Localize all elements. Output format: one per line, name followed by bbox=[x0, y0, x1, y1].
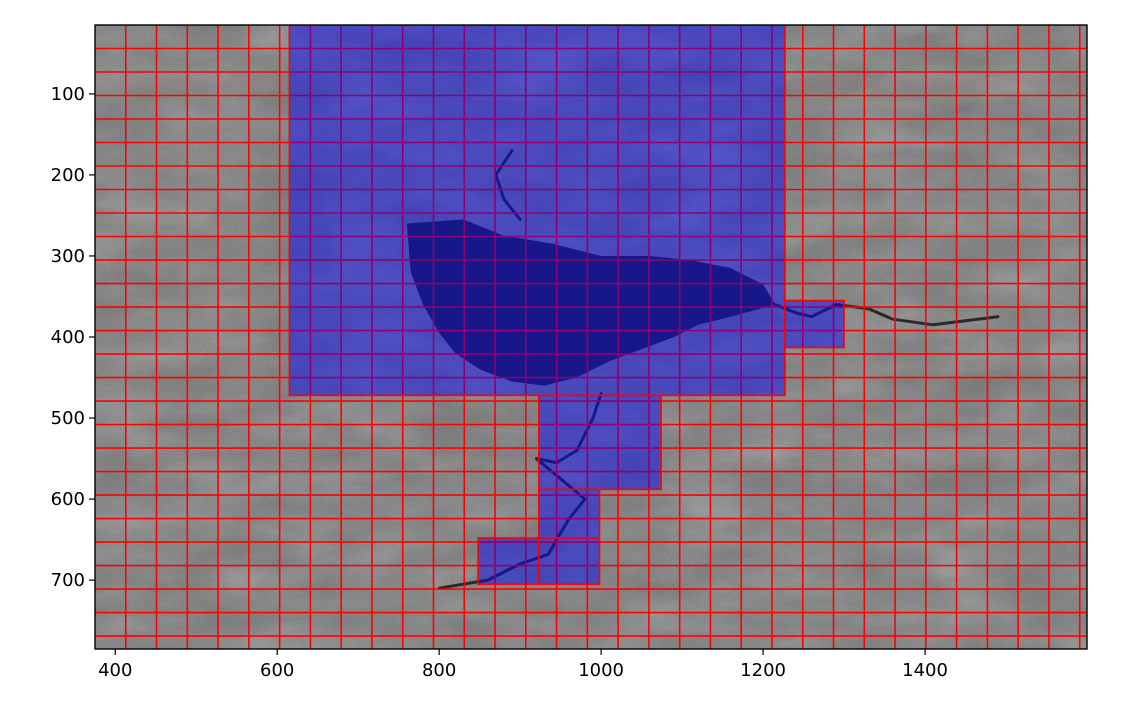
river-upper bbox=[494, 149, 522, 221]
plot-area bbox=[95, 25, 1087, 649]
highlighted-region bbox=[288, 25, 786, 397]
highlighted-region bbox=[477, 537, 540, 585]
river-east bbox=[773, 303, 1000, 327]
x-tick-label: 1200 bbox=[740, 660, 786, 681]
y-tick-label: 400 bbox=[51, 327, 85, 348]
highlighted-region bbox=[784, 299, 845, 349]
tile-grid bbox=[95, 25, 1087, 649]
y-tick-label: 100 bbox=[51, 84, 85, 105]
highlighted-region bbox=[537, 488, 601, 539]
highlighted-region bbox=[537, 537, 601, 585]
y-tick-label: 200 bbox=[51, 165, 85, 186]
river-south bbox=[437, 392, 603, 590]
y-tick-label: 600 bbox=[51, 489, 85, 510]
x-tick-label: 800 bbox=[422, 660, 456, 681]
x-tick-label: 400 bbox=[98, 660, 132, 681]
y-axis: 100 200 300 400 500 600 700 bbox=[51, 84, 95, 591]
y-tick-label: 500 bbox=[51, 408, 85, 429]
reservoir bbox=[406, 219, 776, 386]
y-tick-label: 300 bbox=[51, 246, 85, 267]
y-tick-label: 700 bbox=[51, 570, 85, 591]
highlighted-regions bbox=[288, 25, 845, 585]
x-tick-label: 600 bbox=[260, 660, 294, 681]
x-tick-label: 1000 bbox=[578, 660, 624, 681]
highlighted-region bbox=[537, 394, 662, 491]
water-body bbox=[406, 149, 1000, 590]
x-axis: 400 600 800 1000 1200 1400 bbox=[98, 649, 948, 681]
x-tick-label: 1400 bbox=[902, 660, 948, 681]
